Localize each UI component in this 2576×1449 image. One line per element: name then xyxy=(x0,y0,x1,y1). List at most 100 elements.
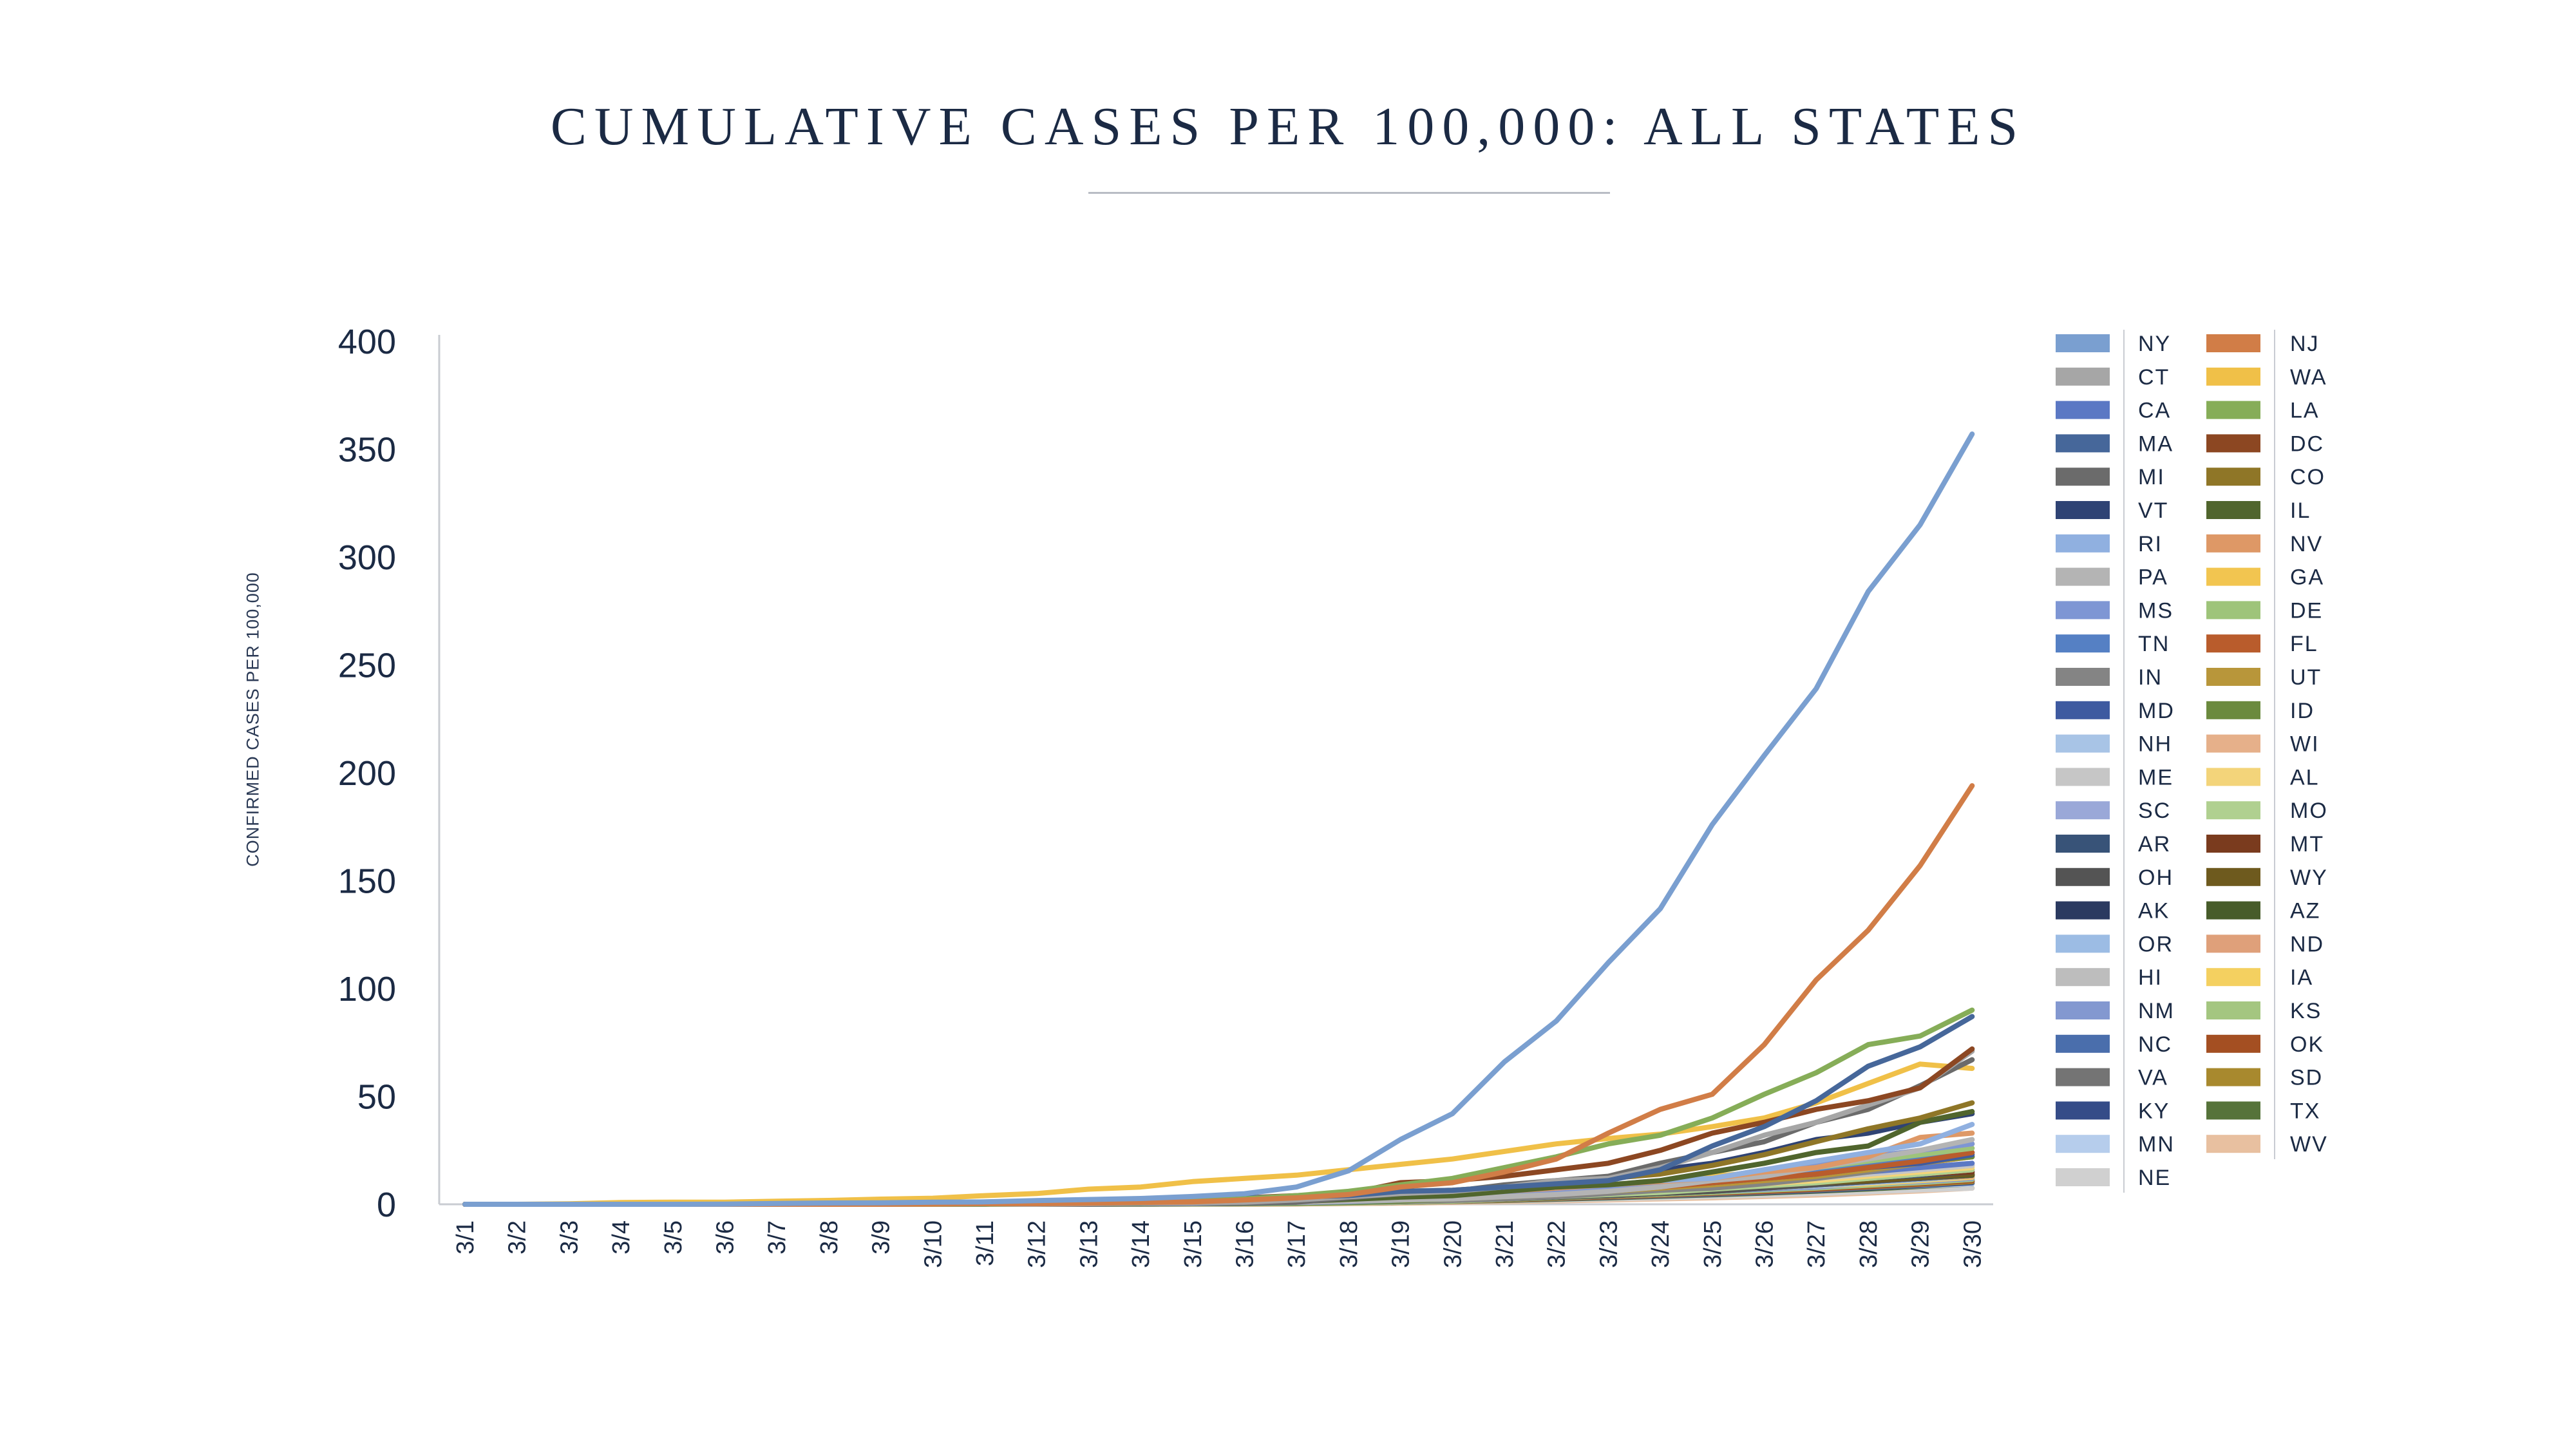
legend-swatch-sd xyxy=(2206,1068,2260,1086)
legend-label-il: IL xyxy=(2290,498,2311,523)
legend-swatch-mo xyxy=(2206,801,2260,820)
legend-swatch-in xyxy=(2056,668,2110,686)
x-tick-label: 3/27 xyxy=(1803,1220,1830,1268)
legend-swatch-nh xyxy=(2056,734,2110,753)
legend-label-nc: NC xyxy=(2138,1032,2172,1057)
legend-label-or: OR xyxy=(2138,932,2174,956)
legend-label-ga: GA xyxy=(2290,565,2324,590)
legend-label-ok: OK xyxy=(2290,1032,2324,1057)
x-tick-label: 3/7 xyxy=(764,1220,791,1255)
legend-label-sc: SC xyxy=(2138,799,2171,823)
legend-label-wi: WI xyxy=(2290,732,2320,757)
y-tick-label: 50 xyxy=(357,1078,396,1117)
legend-swatch-ca xyxy=(2056,401,2110,419)
legend-label-ks: KS xyxy=(2290,999,2322,1023)
legend-swatch-ut xyxy=(2206,668,2260,686)
legend-label-ny: NY xyxy=(2138,332,2171,356)
legend-swatch-nc xyxy=(2056,1034,2110,1053)
legend-label-oh: OH xyxy=(2138,866,2174,890)
legend-label-de: DE xyxy=(2290,598,2323,623)
y-tick-label: 0 xyxy=(377,1186,396,1224)
series-line-ny xyxy=(462,431,1975,1207)
legend-label-nm: NM xyxy=(2138,999,2175,1023)
legend-swatch-az xyxy=(2206,901,2260,920)
legend-label-wa: WA xyxy=(2290,365,2327,390)
legend-label-wv: WV xyxy=(2290,1132,2328,1157)
legend-label-md: MD xyxy=(2138,699,2175,723)
title-underline xyxy=(1088,192,1610,194)
x-tick-label: 3/2 xyxy=(504,1220,531,1255)
legend-swatch-pa xyxy=(2056,567,2110,586)
legend-swatch-la xyxy=(2206,401,2260,419)
legend-label-nh: NH xyxy=(2138,732,2172,757)
x-tick-label: 3/20 xyxy=(1439,1220,1466,1268)
legend-label-nd: ND xyxy=(2290,932,2324,956)
legend-swatch-ga xyxy=(2206,567,2260,586)
legend-label-ia: IA xyxy=(2290,965,2313,990)
legend-swatch-mi xyxy=(2056,468,2110,486)
legend-swatch-me xyxy=(2056,768,2110,786)
legend-swatch-va xyxy=(2056,1068,2110,1086)
y-tick-label: 300 xyxy=(338,538,396,577)
x-tick-label: 3/10 xyxy=(920,1220,947,1268)
x-tick-label: 3/15 xyxy=(1180,1220,1207,1268)
legend-label-tx: TX xyxy=(2290,1099,2320,1123)
legend-swatch-nv xyxy=(2206,534,2260,553)
legend-swatch-oh xyxy=(2056,867,2110,886)
legend-swatch-wi xyxy=(2206,734,2260,753)
y-tick-label: 350 xyxy=(338,431,396,469)
legend-swatch-ct xyxy=(2056,367,2110,386)
y-tick-label: 250 xyxy=(338,647,396,685)
x-tick-label: 3/26 xyxy=(1752,1220,1779,1268)
legend-swatch-id xyxy=(2206,701,2260,719)
legend-label-va: VA xyxy=(2138,1066,2168,1090)
x-tick-label: 3/1 xyxy=(452,1220,479,1255)
series-lines xyxy=(462,431,1975,1207)
legend-label-ar: AR xyxy=(2138,832,2171,857)
legend-swatch-ak xyxy=(2056,901,2110,920)
legend-swatch-tn xyxy=(2056,634,2110,653)
legend-swatch-vt xyxy=(2056,501,2110,519)
legend-swatch-nm xyxy=(2056,1001,2110,1019)
legend-label-fl: FL xyxy=(2290,632,2318,656)
x-tick-label: 3/12 xyxy=(1024,1220,1051,1268)
legend-label-ky: KY xyxy=(2138,1099,2170,1123)
x-tick-label: 3/23 xyxy=(1595,1220,1622,1268)
legend-swatch-ms xyxy=(2056,601,2110,620)
legend-swatch-ri xyxy=(2056,534,2110,553)
legend-label-nj: NJ xyxy=(2290,332,2320,356)
legend-label-ct: CT xyxy=(2138,365,2170,390)
legend-label-mo: MO xyxy=(2290,799,2328,823)
y-tick-label: 150 xyxy=(338,862,396,901)
legend-swatch-nd xyxy=(2206,934,2260,953)
y-axis-ticks: 0 50 100 150 200 250 300 350 400 xyxy=(338,323,396,1224)
y-tick-label: 200 xyxy=(338,754,396,793)
x-axis-ticks: 3/1 3/2 3/3 3/4 3/5 3/6 3/7 3/8 3/9 3/10 3/11 3/12 3… xyxy=(452,1220,1986,1268)
x-tick-label: 3/17 xyxy=(1283,1220,1311,1268)
x-tick-label: 3/16 xyxy=(1232,1220,1259,1268)
legend-swatch-dc xyxy=(2206,434,2260,453)
legend-label-sd: SD xyxy=(2290,1066,2323,1090)
legend-swatch-mt xyxy=(2206,835,2260,853)
legend-label-ma: MA xyxy=(2138,431,2174,456)
x-tick-label: 3/14 xyxy=(1128,1220,1155,1268)
legend-swatch-wy xyxy=(2206,867,2260,886)
legend-label-in: IN xyxy=(2138,665,2163,690)
legend-label-al: AL xyxy=(2290,765,2320,790)
legend-label-wy: WY xyxy=(2290,866,2328,890)
legend-swatch-or xyxy=(2056,934,2110,953)
legend-label-ak: AK xyxy=(2138,899,2170,923)
legend-swatch-md xyxy=(2056,701,2110,719)
x-tick-label: 3/22 xyxy=(1544,1220,1571,1268)
x-tick-label: 3/8 xyxy=(816,1220,843,1255)
legend-label-hi: HI xyxy=(2138,965,2163,990)
legend-swatch-ne xyxy=(2056,1168,2110,1186)
legend-label-ne: NE xyxy=(2138,1166,2171,1190)
x-tick-label: 3/30 xyxy=(1959,1220,1986,1268)
legend-swatch-ok xyxy=(2206,1034,2260,1053)
x-tick-label: 3/28 xyxy=(1855,1220,1882,1268)
x-tick-label: 3/4 xyxy=(608,1220,635,1255)
legend-label-id: ID xyxy=(2290,699,2315,723)
legend-swatch-tx xyxy=(2206,1101,2260,1120)
